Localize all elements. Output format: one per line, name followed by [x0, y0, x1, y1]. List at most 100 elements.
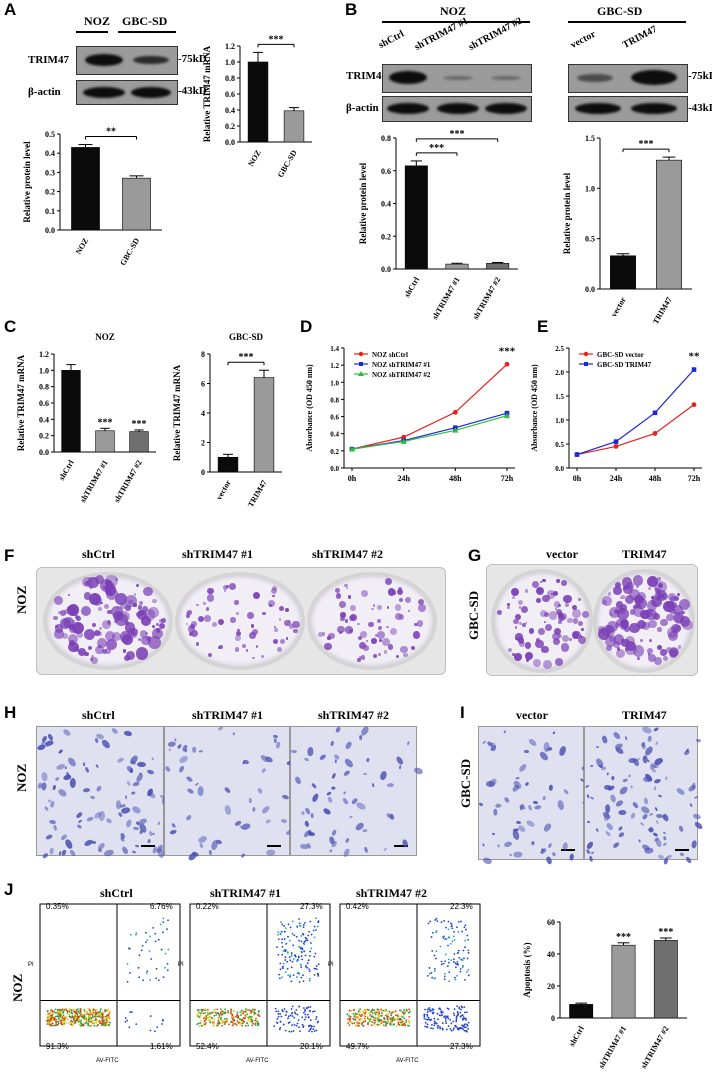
flow-event — [302, 1026, 305, 1029]
flow-event — [452, 1020, 455, 1023]
flow-event — [74, 1013, 77, 1016]
flow-event — [166, 928, 168, 931]
colony-spot — [386, 606, 390, 609]
flow-event — [213, 1014, 216, 1017]
colony-spot — [507, 602, 511, 606]
flow-event — [81, 1015, 84, 1018]
transwell-image-sh2 — [290, 725, 425, 858]
flow-event — [96, 1015, 99, 1018]
flow-event — [403, 1011, 406, 1013]
stained-cell — [60, 848, 67, 856]
flow-event — [454, 962, 457, 965]
colony-spot — [525, 658, 530, 662]
flow-event — [302, 974, 304, 977]
flow-event — [431, 1024, 433, 1026]
flow-event — [290, 966, 293, 969]
blot-b-lane-shctrl: shCtrl — [376, 28, 407, 51]
flow-event — [433, 954, 436, 957]
flow-event — [51, 1019, 54, 1022]
flow-event — [212, 1024, 215, 1027]
colony-spot — [285, 637, 289, 640]
flow-event — [452, 1029, 455, 1031]
flow-event — [353, 1015, 356, 1018]
chart-6-point — [400, 438, 407, 444]
flow-event — [224, 1008, 227, 1011]
flow-event — [464, 946, 466, 949]
flow-event — [164, 952, 167, 955]
colony-spot — [67, 634, 78, 645]
flow-event — [157, 979, 160, 982]
flow-event — [283, 1008, 286, 1010]
colony-spot — [535, 639, 544, 648]
flow-event — [301, 1023, 304, 1026]
flow-event — [64, 1020, 66, 1023]
colony-spot — [607, 592, 611, 596]
flow-event — [300, 934, 303, 937]
stained-cell — [199, 842, 204, 849]
flow-event — [162, 1018, 164, 1021]
colony-spot — [139, 630, 148, 638]
flow-event — [310, 933, 313, 936]
colony-spot — [660, 649, 667, 656]
colony-spot — [621, 638, 624, 642]
flow-event — [394, 1019, 397, 1021]
stained-cell — [675, 786, 687, 797]
chart-6-point — [504, 412, 510, 419]
colony-spot — [514, 613, 522, 620]
flow-event — [354, 1014, 357, 1017]
chart-6-legend-marker — [358, 351, 364, 357]
colony-spot — [160, 618, 166, 624]
flow-row-label: NOZ — [10, 973, 25, 1002]
stained-cell — [291, 749, 297, 754]
flow-event — [364, 1020, 367, 1022]
flow-event — [92, 1009, 95, 1011]
blot-a-actin-membrane — [76, 80, 178, 105]
chart-3-ytick-label: 1.0 — [585, 184, 595, 193]
stained-cell — [663, 841, 668, 847]
flow-event — [276, 1017, 279, 1020]
flow-event — [282, 962, 285, 965]
chart-4-xtick-label: shCtrl — [57, 458, 76, 482]
colony-spot — [339, 612, 346, 618]
flow-event — [208, 1012, 211, 1015]
colony-spot — [345, 626, 353, 634]
flow-event — [464, 978, 466, 981]
flow-event — [460, 1008, 462, 1011]
colony-spot — [647, 652, 651, 656]
flow-event — [361, 1021, 364, 1024]
flow-event — [453, 930, 455, 933]
chart-6-point — [504, 361, 510, 367]
flow-event — [467, 949, 470, 952]
flow-event — [307, 1025, 310, 1027]
flow-event — [366, 1015, 369, 1018]
chart-3-sig-label: *** — [639, 139, 654, 150]
flow-event — [90, 1012, 93, 1015]
flow-event — [378, 1018, 381, 1021]
colony-spot — [122, 649, 127, 653]
colony-spot — [72, 621, 84, 633]
flow-event — [74, 1015, 77, 1018]
chart-6-legend-label: NOZ shCtrl — [372, 351, 408, 359]
flow-event — [309, 977, 311, 980]
flow-event — [464, 924, 467, 927]
stained-cell — [524, 750, 530, 753]
flow-event — [62, 1014, 65, 1017]
flow-event — [278, 977, 281, 980]
colony-spot — [191, 630, 199, 637]
stained-cell — [557, 799, 566, 810]
flow-event — [287, 1017, 289, 1020]
flow-event — [53, 1010, 56, 1013]
chart-7-point — [652, 410, 658, 416]
blot-a-marker-43: -43kD — [178, 85, 207, 97]
flow-event — [362, 1009, 365, 1012]
flow-event — [444, 1017, 447, 1020]
flow-event — [124, 1017, 127, 1020]
flow-event — [399, 1017, 401, 1020]
flow-event — [284, 1014, 287, 1016]
colony-spot — [368, 621, 374, 627]
chart-7-annotation: ** — [689, 351, 701, 363]
flow-event — [378, 1012, 381, 1015]
flow-event — [108, 1012, 110, 1015]
colony-spot — [202, 601, 206, 605]
flow-event — [426, 1014, 429, 1017]
